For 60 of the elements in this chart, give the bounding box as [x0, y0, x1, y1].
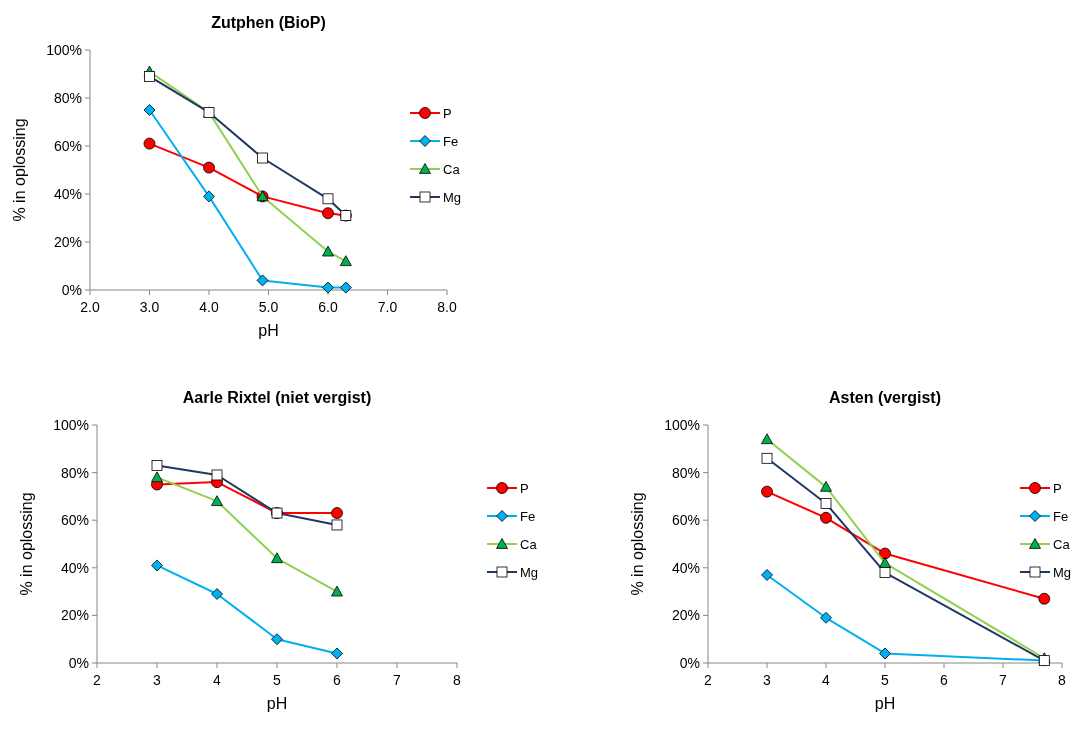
y-axis-title: % in oplossing [629, 492, 646, 596]
x-tick-label: 5.0 [258, 299, 279, 315]
x-tick-label: 6.0 [318, 299, 338, 315]
x-tick-label: 3 [763, 672, 772, 688]
x-tick-label: 5 [273, 672, 282, 688]
y-tick-label: 0% [679, 654, 700, 671]
legend-label: Fe [520, 508, 536, 524]
chart-title: Aarle Rixtel (niet vergist) [182, 389, 372, 406]
x-tick-label: 2.0 [80, 299, 100, 315]
y-tick-label: 60% [671, 512, 700, 529]
x-tick-label: 7 [393, 672, 402, 688]
x-tick-label: 7 [999, 672, 1008, 688]
x-tick-label: 5 [881, 672, 890, 688]
x-axis-title: pH [874, 695, 896, 712]
legend-label: P [1053, 480, 1062, 496]
y-tick-label: 60% [60, 512, 89, 529]
legend-label: P [443, 105, 452, 121]
x-tick-label: 8 [1058, 672, 1067, 688]
legend-label: Ca [1053, 536, 1071, 552]
y-tick-label: 60% [53, 137, 82, 154]
x-tick-label: 8.0 [437, 299, 457, 315]
y-axis-title: % in oplossing [11, 118, 28, 222]
legend-label: Mg [1053, 564, 1072, 580]
x-tick-label: 2 [93, 672, 102, 688]
y-tick-label: 100% [664, 416, 700, 433]
x-tick-label: 7.0 [377, 299, 398, 315]
y-tick-label: 0% [68, 654, 89, 671]
y-tick-label: 40% [671, 559, 700, 576]
y-tick-label: 40% [53, 185, 82, 202]
x-tick-label: 3 [153, 672, 162, 688]
y-tick-label: 20% [60, 607, 89, 624]
y-tick-label: 20% [53, 233, 82, 250]
x-tick-label: 6 [940, 672, 949, 688]
y-tick-label: 100% [53, 416, 89, 433]
x-tick-label: 4 [213, 672, 222, 688]
legend-label: P [520, 480, 529, 496]
x-tick-label: 3.0 [139, 299, 160, 315]
legend-label: Ca [443, 161, 461, 177]
x-tick-label: 2 [704, 672, 713, 688]
legend-label: Fe [443, 133, 459, 149]
y-tick-label: 80% [60, 464, 89, 481]
x-tick-label: 4 [822, 672, 831, 688]
y-axis-title: % in oplossing [18, 492, 35, 596]
y-tick-label: 80% [53, 89, 82, 106]
legend-label: Ca [520, 536, 538, 552]
x-tick-label: 6 [333, 672, 342, 688]
x-tick-label: 4.0 [199, 299, 219, 315]
x-axis-title: pH [258, 322, 279, 339]
y-tick-label: 40% [60, 559, 89, 576]
legend-label: Fe [1053, 508, 1069, 524]
y-tick-label: 20% [671, 607, 700, 624]
y-tick-label: 80% [671, 464, 700, 481]
x-axis-title: pH [266, 695, 288, 712]
chart-title: Zutphen (BioP) [211, 14, 326, 31]
chart-title: Asten (vergist) [828, 389, 942, 406]
legend-label: Mg [443, 189, 462, 205]
y-tick-label: 0% [61, 281, 82, 298]
legend-label: Mg [520, 564, 539, 580]
y-tick-label: 100% [46, 41, 82, 58]
x-tick-label: 8 [453, 672, 462, 688]
